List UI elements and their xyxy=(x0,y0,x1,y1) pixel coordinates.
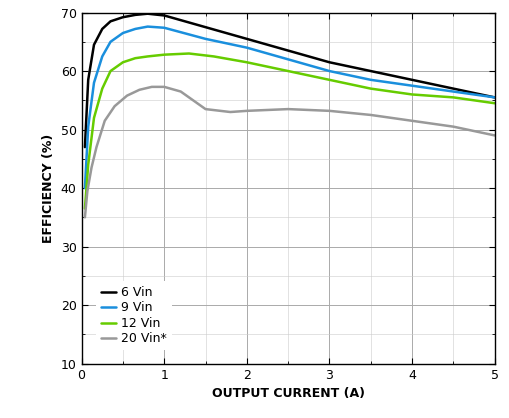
6 Vin xyxy=(491,95,497,100)
12 Vin xyxy=(449,95,456,100)
20 Vin* xyxy=(243,108,249,113)
6 Vin xyxy=(145,11,151,16)
9 Vin xyxy=(107,39,114,44)
6 Vin xyxy=(408,77,414,82)
6 Vin xyxy=(132,13,138,18)
9 Vin xyxy=(120,31,126,36)
6 Vin xyxy=(81,145,88,150)
6 Vin xyxy=(449,86,456,91)
9 Vin xyxy=(132,26,138,31)
12 Vin xyxy=(243,60,249,65)
Line: 9 Vin: 9 Vin xyxy=(84,27,494,188)
12 Vin xyxy=(91,115,97,120)
20 Vin* xyxy=(326,108,332,113)
20 Vin* xyxy=(111,104,118,109)
20 Vin* xyxy=(161,84,167,89)
Line: 20 Vin*: 20 Vin* xyxy=(84,87,494,217)
6 Vin xyxy=(367,69,373,74)
20 Vin* xyxy=(177,89,183,94)
12 Vin xyxy=(367,86,373,91)
9 Vin xyxy=(367,77,373,82)
6 Vin xyxy=(107,19,114,24)
20 Vin* xyxy=(367,112,373,117)
9 Vin xyxy=(85,124,91,129)
20 Vin* xyxy=(285,107,291,112)
9 Vin xyxy=(99,54,105,59)
Line: 6 Vin: 6 Vin xyxy=(84,14,494,147)
12 Vin xyxy=(81,206,88,211)
20 Vin* xyxy=(408,118,414,123)
12 Vin xyxy=(210,54,216,59)
20 Vin* xyxy=(124,93,130,98)
20 Vin* xyxy=(93,145,99,150)
6 Vin xyxy=(285,48,291,53)
12 Vin xyxy=(186,51,192,56)
12 Vin xyxy=(326,77,332,82)
Line: 12 Vin: 12 Vin xyxy=(84,54,494,209)
12 Vin xyxy=(161,52,167,57)
Y-axis label: EFFICIENCY (%): EFFICIENCY (%) xyxy=(42,133,55,243)
12 Vin xyxy=(408,92,414,97)
9 Vin xyxy=(145,24,151,29)
20 Vin* xyxy=(449,124,456,129)
9 Vin xyxy=(91,80,97,85)
9 Vin xyxy=(81,186,88,191)
12 Vin xyxy=(120,60,126,65)
20 Vin* xyxy=(136,87,142,92)
20 Vin* xyxy=(84,189,90,194)
6 Vin xyxy=(161,13,167,18)
9 Vin xyxy=(491,95,497,100)
12 Vin xyxy=(132,56,138,61)
X-axis label: OUTPUT CURRENT (A): OUTPUT CURRENT (A) xyxy=(211,387,364,400)
6 Vin xyxy=(120,15,126,20)
12 Vin xyxy=(85,162,91,167)
12 Vin xyxy=(145,54,151,59)
20 Vin* xyxy=(88,165,94,170)
6 Vin xyxy=(202,25,208,30)
20 Vin* xyxy=(227,110,233,115)
6 Vin xyxy=(326,60,332,65)
Legend: 6 Vin, 9 Vin, 12 Vin, 20 Vin*: 6 Vin, 9 Vin, 12 Vin, 20 Vin* xyxy=(96,281,172,350)
9 Vin xyxy=(408,83,414,88)
6 Vin xyxy=(91,42,97,47)
9 Vin xyxy=(202,36,208,41)
6 Vin xyxy=(99,26,105,31)
20 Vin* xyxy=(81,215,88,220)
9 Vin xyxy=(243,45,249,50)
9 Vin xyxy=(161,25,167,30)
9 Vin xyxy=(449,89,456,94)
20 Vin* xyxy=(101,118,107,123)
12 Vin xyxy=(491,101,497,106)
9 Vin xyxy=(285,57,291,62)
20 Vin* xyxy=(491,133,497,138)
6 Vin xyxy=(243,36,249,41)
12 Vin xyxy=(99,86,105,91)
12 Vin xyxy=(285,69,291,74)
6 Vin xyxy=(85,77,91,82)
20 Vin* xyxy=(202,107,208,112)
20 Vin* xyxy=(149,84,155,89)
12 Vin xyxy=(107,69,114,74)
9 Vin xyxy=(326,69,332,74)
